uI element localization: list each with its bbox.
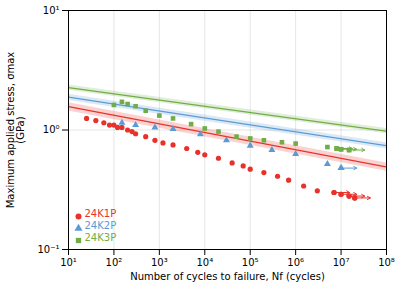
svg-text:10²: 10²	[106, 257, 123, 268]
svg-text:10⁴: 10⁴	[196, 257, 213, 268]
svg-text:10⁶: 10⁶	[287, 257, 304, 268]
svg-text:24K1P: 24K1P	[85, 208, 117, 219]
svg-text:24K3P: 24K3P	[85, 232, 117, 243]
svg-text:10⁻¹: 10⁻¹	[37, 244, 59, 255]
svg-text:10³: 10³	[151, 257, 168, 268]
svg-text:10⁷: 10⁷	[333, 257, 350, 268]
svg-text:10⁵: 10⁵	[242, 257, 259, 268]
svg-text:10⁸: 10⁸	[378, 257, 395, 268]
svg-text:10¹: 10¹	[43, 5, 60, 16]
svg-text:10¹: 10¹	[60, 257, 77, 268]
svg-text:Maximum applied stress, σmax(G: Maximum applied stress, σmax(GPa)	[5, 52, 26, 209]
svg-text:Number of cycles to failure, N: Number of cycles to failure, Nf (cycles)	[130, 271, 325, 282]
svg-text:10⁰: 10⁰	[43, 124, 60, 135]
svg-text:24K2P: 24K2P	[85, 220, 117, 231]
